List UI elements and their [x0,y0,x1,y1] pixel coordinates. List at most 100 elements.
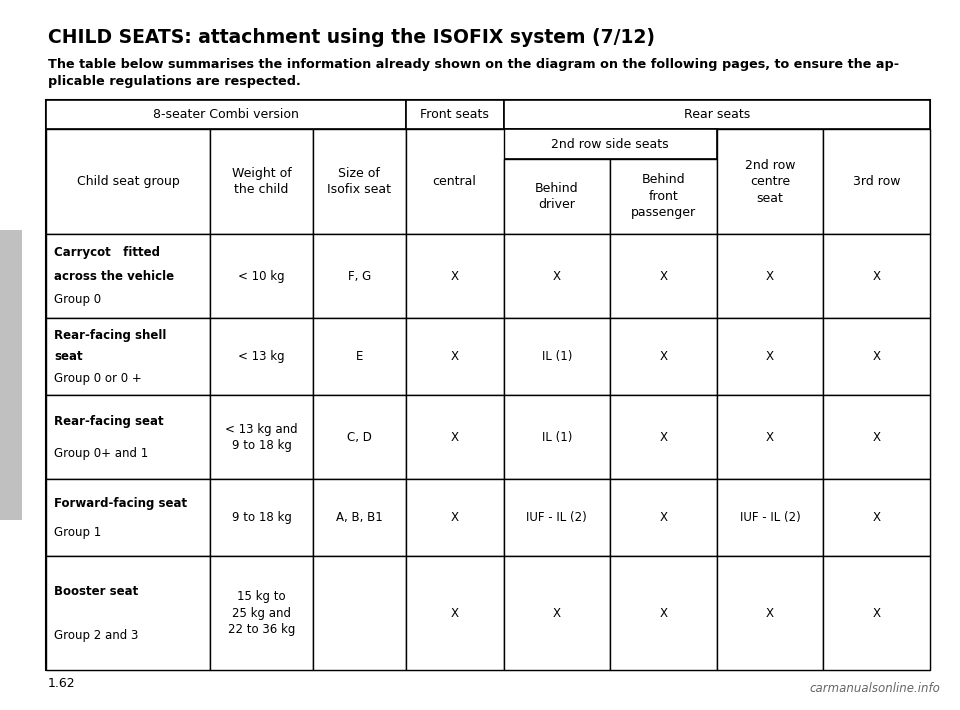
Bar [824,479,930,557]
Text: A, B, B1: A, B, B1 [336,511,382,525]
Text: Carrycot   fitted: Carrycot fitted [54,246,160,259]
Bar [313,318,406,395]
Bar [717,129,824,234]
Text: 1.62: 1.62 [48,677,76,690]
Bar [210,234,313,318]
Text: Forward-facing seat: Forward-facing seat [54,496,187,510]
Text: Group 2 and 3: Group 2 and 3 [54,628,138,642]
Bar [46,557,210,670]
Text: carmanualsonline.info: carmanualsonline.info [809,682,940,695]
Bar [406,234,504,318]
Text: IUF - IL (2): IUF - IL (2) [740,511,801,525]
Text: Rear-facing seat: Rear-facing seat [54,415,163,427]
Bar [313,479,406,557]
Text: across the vehicle: across the vehicle [54,270,174,283]
Text: X: X [450,350,459,364]
Bar [717,557,824,670]
Text: < 13 kg: < 13 kg [238,350,285,364]
Bar [717,395,824,479]
Bar [717,479,824,557]
Text: X: X [766,607,774,620]
Text: Group 0+ and 1: Group 0+ and 1 [54,447,148,460]
Bar [824,395,930,479]
Text: 9 to 18 kg: 9 to 18 kg [231,511,292,525]
Text: Behind
front
passenger: Behind front passenger [631,173,696,219]
Text: E: E [355,350,363,364]
Text: 8-seater Combi version: 8-seater Combi version [153,108,299,121]
Text: Group 0: Group 0 [54,293,101,306]
Bar [46,318,210,395]
Text: X: X [766,431,774,444]
Bar [46,100,406,129]
Text: F, G: F, G [348,270,371,283]
Text: seat: seat [54,350,83,364]
Bar [46,100,930,670]
Bar [406,100,504,129]
Bar [313,234,406,318]
Bar [46,129,210,234]
Bar [210,557,313,670]
Bar [313,557,406,670]
Text: X: X [873,431,880,444]
Text: X: X [553,607,561,620]
Text: Rear-facing shell: Rear-facing shell [54,329,166,342]
Bar [210,395,313,479]
Text: central: central [433,175,476,188]
Text: IL (1): IL (1) [541,350,572,364]
Bar [406,557,504,670]
Bar [717,318,824,395]
Text: Child seat group: Child seat group [77,175,180,188]
Bar [824,557,930,670]
Bar [210,479,313,557]
Text: X: X [873,607,880,620]
Text: Rear seats: Rear seats [684,108,750,121]
Bar [504,100,930,129]
Bar [210,318,313,395]
Bar [504,129,717,159]
Text: X: X [660,511,667,525]
Bar [504,234,611,318]
Bar [406,318,504,395]
Text: X: X [450,607,459,620]
Bar [504,395,611,479]
Bar [717,234,824,318]
Bar [611,395,717,479]
Bar [313,129,406,234]
Text: < 10 kg: < 10 kg [238,270,285,283]
Text: X: X [450,431,459,444]
Text: 2nd row side seats: 2nd row side seats [551,138,669,151]
Text: Weight of
the child: Weight of the child [231,167,291,197]
Bar [611,557,717,670]
Bar [0,230,22,520]
Text: X: X [873,511,880,525]
Bar [46,395,210,479]
Text: Behind
driver: Behind driver [535,182,579,211]
Bar [504,557,611,670]
Text: X: X [660,270,667,283]
Text: X: X [660,607,667,620]
Bar [824,129,930,234]
Text: < 13 kg and
9 to 18 kg: < 13 kg and 9 to 18 kg [226,422,298,452]
Text: Size of
Isofix seat: Size of Isofix seat [327,167,391,197]
Text: X: X [660,431,667,444]
Bar [504,318,611,395]
Bar [504,159,611,234]
Bar [504,479,611,557]
Text: X: X [873,270,880,283]
Text: Group 0 or 0 +: Group 0 or 0 + [54,371,142,385]
Text: 3rd row: 3rd row [852,175,900,188]
Text: IUF - IL (2): IUF - IL (2) [526,511,588,525]
Bar [46,479,210,557]
Text: X: X [450,270,459,283]
Text: X: X [660,350,667,364]
Text: C, D: C, D [347,431,372,444]
Bar [406,129,504,234]
Text: X: X [450,511,459,525]
Text: 15 kg to
25 kg and
22 to 36 kg: 15 kg to 25 kg and 22 to 36 kg [228,590,295,636]
Text: CHILD SEATS: attachment using the ISOFIX system (7/12): CHILD SEATS: attachment using the ISOFIX… [48,28,655,47]
Text: The table below summarises the information already shown on the diagram on the f: The table below summarises the informati… [48,58,900,89]
Bar [611,234,717,318]
Text: X: X [873,350,880,364]
Text: X: X [553,270,561,283]
Text: Group 1: Group 1 [54,526,101,539]
